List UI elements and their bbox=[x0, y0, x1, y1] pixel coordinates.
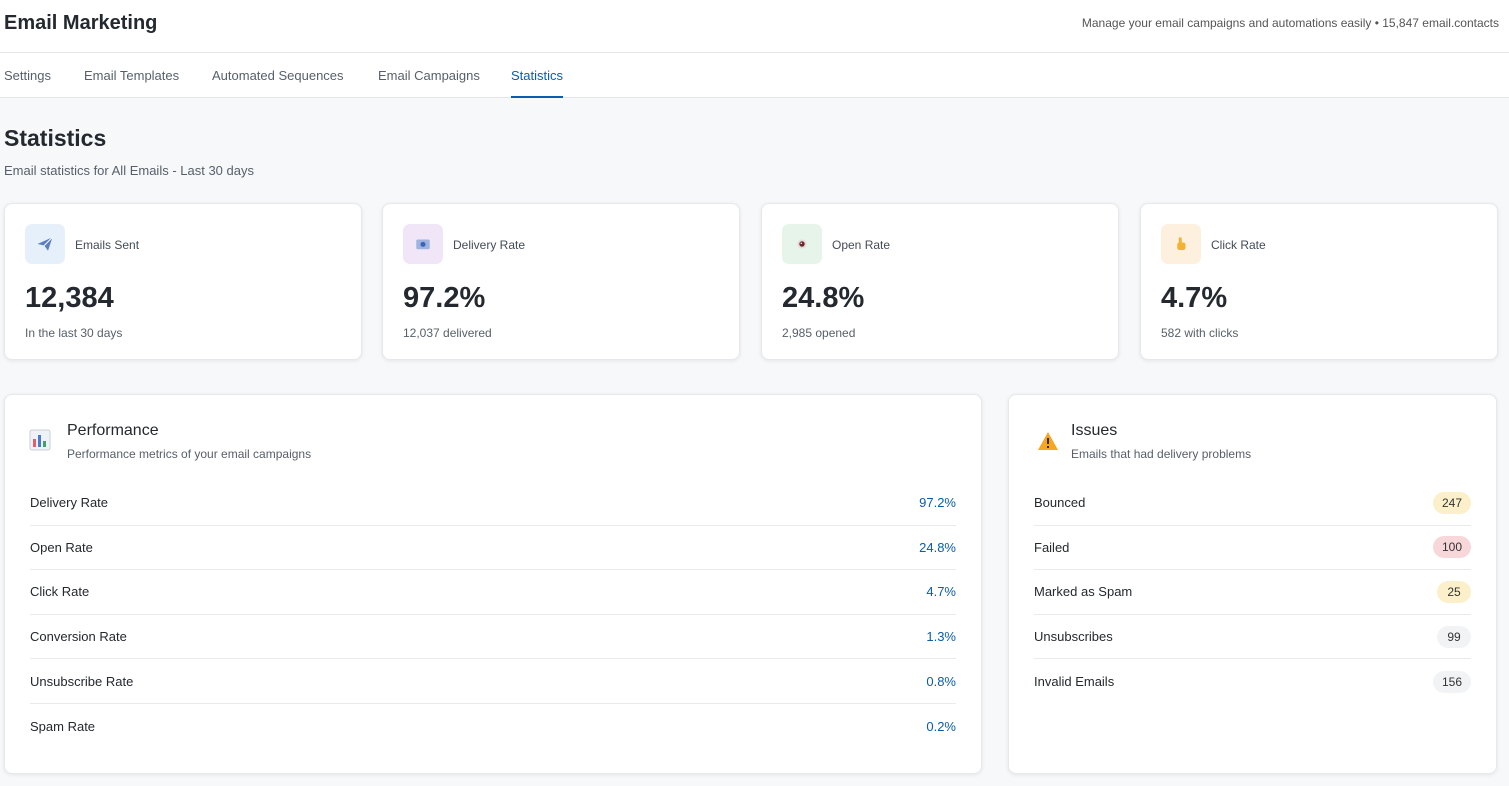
stat-sub: 12,037 delivered bbox=[403, 326, 492, 340]
row-label: Failed bbox=[1034, 539, 1070, 555]
stat-card-emails-sent: Emails Sent 12,384 In the last 30 days bbox=[4, 203, 362, 360]
panel-subtitle: Performance metrics of your email campai… bbox=[67, 447, 312, 461]
count-badge: 100 bbox=[1432, 536, 1471, 559]
row-label: Unsubscribe Rate bbox=[30, 673, 134, 689]
row-value: 24.8% bbox=[919, 539, 956, 555]
row-value: 0.2% bbox=[926, 718, 956, 734]
tab-statistics[interactable]: Statistics bbox=[511, 68, 564, 98]
row-label: Spam Rate bbox=[30, 718, 96, 734]
stat-sub: In the last 30 days bbox=[25, 326, 123, 340]
row-label: Bounced bbox=[1034, 495, 1086, 511]
stat-card-open-rate: Open Rate 24.8% 2,985 opened bbox=[761, 203, 1119, 360]
stat-card-click-rate: Click Rate 4.7% 582 with clicks bbox=[1140, 203, 1498, 360]
row-label: Invalid Emails bbox=[1034, 674, 1115, 690]
row-value: 1.3% bbox=[926, 629, 956, 645]
count-badge: 99 bbox=[1437, 625, 1471, 648]
row-label: Click Rate bbox=[30, 584, 90, 600]
issues-panel: Issues Emails that had delivery problems… bbox=[1008, 394, 1497, 774]
list-item: Marked as Spam 25 bbox=[1034, 570, 1471, 615]
row-value: 4.7% bbox=[926, 584, 956, 600]
stat-label: Click Rate bbox=[1211, 238, 1266, 252]
stat-value: 24.8% bbox=[782, 282, 865, 314]
list-item: Bounced 247 bbox=[1034, 481, 1471, 526]
page-title: Statistics bbox=[4, 125, 107, 151]
panel-title: Performance bbox=[67, 422, 159, 439]
tab-settings[interactable]: Settings bbox=[4, 68, 51, 83]
issues-list: Bounced 247 Failed 100 Marked as Spam 25 Un… bbox=[1034, 481, 1471, 704]
list-item: Click Rate 4.7% bbox=[30, 570, 956, 615]
row-label: Marked as Spam bbox=[1034, 584, 1133, 600]
row-label: Unsubscribes bbox=[1034, 629, 1113, 645]
performance-list: Delivery Rate 97.2% Open Rate 24.8% Click … bbox=[30, 481, 956, 749]
header-meta: Manage your email campaigns and automati… bbox=[1081, 16, 1499, 30]
panel-title: Issues bbox=[1071, 422, 1118, 439]
row-label: Open Rate bbox=[30, 539, 93, 555]
row-label: Delivery Rate bbox=[30, 495, 109, 511]
row-value: 0.8% bbox=[926, 673, 956, 689]
stat-sub: 2,985 opened bbox=[782, 326, 856, 340]
list-item: Unsubscribes 99 bbox=[1034, 615, 1471, 660]
stat-sub: 582 with clicks bbox=[1161, 326, 1239, 340]
stat-value: 12,384 bbox=[25, 282, 114, 314]
paper-plane-icon bbox=[25, 224, 65, 264]
warning-icon bbox=[1037, 431, 1059, 456]
app-title: Email Marketing bbox=[4, 12, 158, 34]
count-badge: 247 bbox=[1432, 491, 1471, 514]
list-item: Conversion Rate 1.3% bbox=[30, 615, 956, 660]
tab-email-campaigns[interactable]: Email Campaigns bbox=[378, 68, 480, 83]
stat-label: Delivery Rate bbox=[453, 238, 526, 252]
stat-card-delivery-rate: Delivery Rate 97.2% 12,037 delivered bbox=[382, 203, 740, 360]
count-badge: 156 bbox=[1432, 670, 1471, 693]
list-item: Invalid Emails 156 bbox=[1034, 659, 1471, 704]
list-item: Unsubscribe Rate 0.8% bbox=[30, 659, 956, 704]
performance-panel: Performance Performance metrics of your … bbox=[4, 394, 982, 774]
list-item: Open Rate 24.8% bbox=[30, 526, 956, 571]
top-bar: Email Marketing Manage your email campai… bbox=[0, 0, 1509, 53]
stat-label: Open Rate bbox=[832, 238, 891, 252]
bar-chart-icon bbox=[29, 429, 51, 456]
row-value: 97.2% bbox=[919, 495, 956, 511]
panel-subtitle: Emails that had delivery problems bbox=[1071, 447, 1252, 461]
envelope-icon bbox=[403, 224, 443, 264]
stat-value: 97.2% bbox=[403, 282, 486, 314]
row-label: Conversion Rate bbox=[30, 629, 127, 645]
stat-label: Emails Sent bbox=[75, 238, 140, 252]
list-item: Spam Rate 0.2% bbox=[30, 704, 956, 749]
stat-value: 4.7% bbox=[1161, 282, 1228, 314]
count-badge: 25 bbox=[1437, 580, 1471, 603]
list-item: Failed 100 bbox=[1034, 526, 1471, 571]
tab-automated-sequences[interactable]: Automated Sequences bbox=[212, 68, 344, 83]
list-item: Delivery Rate 97.2% bbox=[30, 481, 956, 526]
eye-icon bbox=[782, 224, 822, 264]
pointer-hand-icon bbox=[1161, 224, 1201, 264]
page-subtitle: Email statistics for All Emails - Last 3… bbox=[4, 163, 254, 178]
tab-email-templates[interactable]: Email Templates bbox=[84, 68, 180, 83]
tab-bar: Settings Email Templates Automated Seque… bbox=[0, 53, 1509, 98]
